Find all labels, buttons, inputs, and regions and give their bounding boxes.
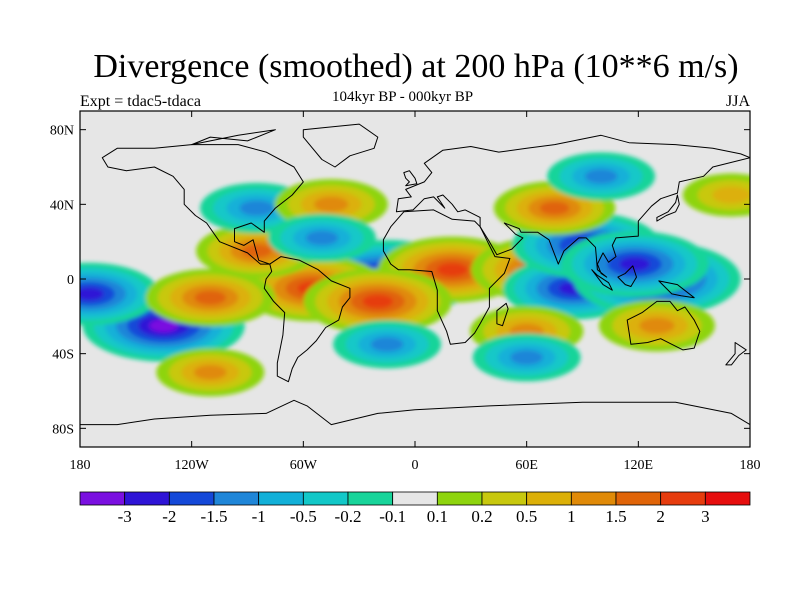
colorbar-swatch [347, 491, 394, 506]
coastline-britain [403, 170, 418, 187]
lon-label: 120W [175, 458, 210, 473]
contour-southern-ocean-convergence-3 [510, 350, 543, 365]
coastline-north-america [101, 144, 304, 265]
coastlines [80, 123, 750, 426]
lat-label: 0 [67, 273, 74, 288]
plot-title: Divergence (smoothed) at 200 hPa (10**6 … [93, 48, 739, 85]
coastline-antarctica [80, 399, 750, 426]
contour-south-pacific-convergence-6 [149, 319, 179, 333]
colorbar-swatch [481, 491, 528, 506]
plot-subtitle: 104kyr BP - 000kyr BP [332, 89, 474, 105]
lat-label: 40N [50, 198, 74, 213]
coastline-new-guinea [658, 280, 695, 299]
contour-australia-divergence-3 [639, 317, 675, 334]
colorbar-label: -0.5 [290, 507, 317, 526]
colorbar-label: 2 [656, 507, 665, 526]
colorbar-label: -0.2 [335, 507, 362, 526]
coastline-arctic-islands [191, 129, 276, 146]
experiment-label: Expt = tdac5-tdaca [80, 93, 201, 110]
colorbar-label: -0.1 [379, 507, 406, 526]
colorbar-swatch [526, 491, 572, 506]
coastline-africa [382, 209, 511, 345]
colorbar-swatch [302, 491, 349, 506]
contour-mexico-divergence-4 [241, 244, 272, 258]
colorbar-label: 0.5 [516, 507, 537, 526]
colorbar-label: 1 [567, 507, 576, 526]
colorbar-swatch [660, 491, 706, 506]
contour-siberia-convergence-3 [584, 169, 618, 184]
colorbar-swatch [258, 491, 304, 506]
map-area [80, 111, 750, 447]
lon-label: 120E [624, 458, 654, 473]
lon-label: 180 [70, 458, 91, 473]
colorbar-swatch [124, 491, 170, 506]
colorbar-swatch [436, 491, 483, 506]
coastline-eurasia [395, 134, 750, 278]
lon-label: 0 [412, 458, 419, 473]
lon-label: 60W [290, 458, 318, 473]
contour-philippine-sea-convergence-5 [619, 257, 650, 271]
colorbar-swatch [570, 491, 617, 506]
lat-label: 80S [52, 422, 74, 437]
contour-east-pacific-divergence-4 [194, 290, 227, 305]
contour-south-atlantic-convergence-3 [370, 337, 404, 352]
coastline-greenland [302, 123, 379, 168]
coastline-australia [626, 300, 701, 351]
colorbar-label: 3 [701, 507, 710, 526]
colorbar-label: 0.2 [471, 507, 492, 526]
colorbar-swatch [704, 491, 751, 506]
contour-north-america-convergence-3 [239, 200, 274, 216]
lat-label: 40S [52, 348, 74, 363]
coastline-borneo [617, 265, 637, 287]
coastline-new-zealand [725, 342, 747, 366]
colorbar-swatch [615, 491, 662, 506]
contour-south-pacific-divergence-3 [193, 365, 227, 380]
colorbar-swatch [213, 491, 260, 506]
contour-north-atlantic-divergence-3 [314, 196, 349, 212]
map-ticks: 80N 40N 0 40S 80S 180 120W 60W 0 60E 120E 180 [50, 111, 761, 473]
colorbar-label: 0.1 [427, 507, 448, 526]
contour-asia-divergence-4 [539, 201, 570, 215]
colorbar: -3 -2 -1.5 -1 -0.5 -0.2 -0.1 0.1 0.2 0.5 1 1.5 2 3 [79, 491, 751, 526]
coastline-south-america [263, 256, 351, 383]
contour-north-pacific-divergence-2 [712, 186, 750, 204]
coastline-sumatra [591, 269, 613, 291]
lon-label: 180 [740, 458, 761, 473]
lat-label: 80N [50, 124, 74, 139]
colorbar-label: -1 [252, 507, 266, 526]
coastline-japan [656, 194, 680, 222]
colorbar-swatch [79, 491, 126, 506]
contour-south-atlantic-divergence-5 [362, 294, 394, 309]
contour-north-atlantic-convergence-3 [305, 230, 339, 246]
colorbar-swatch [168, 491, 215, 506]
coastline-madagascar [496, 302, 509, 327]
season-label: JJA [725, 93, 750, 110]
contour-africa-divergence-5 [436, 262, 468, 277]
colorbar-label: -1.5 [201, 507, 228, 526]
colorbar-label: -2 [162, 507, 176, 526]
colorbar-label: 1.5 [605, 507, 626, 526]
contour-central-pacific-convergence-5 [80, 287, 104, 301]
colorbar-label: -3 [118, 507, 132, 526]
lon-label: 60E [515, 458, 538, 473]
colorbar-swatch [392, 491, 438, 506]
divergence-field [80, 152, 750, 397]
